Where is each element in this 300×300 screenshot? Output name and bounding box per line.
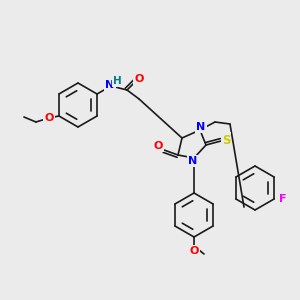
Text: O: O [134,74,144,84]
Text: N: N [105,80,115,90]
Text: O: O [153,141,163,151]
Text: O: O [189,246,199,256]
Text: N: N [196,122,206,132]
Text: N: N [188,156,198,166]
Text: F: F [279,194,287,204]
Text: H: H [113,76,122,86]
Text: O: O [44,113,54,123]
Text: S: S [222,134,230,146]
